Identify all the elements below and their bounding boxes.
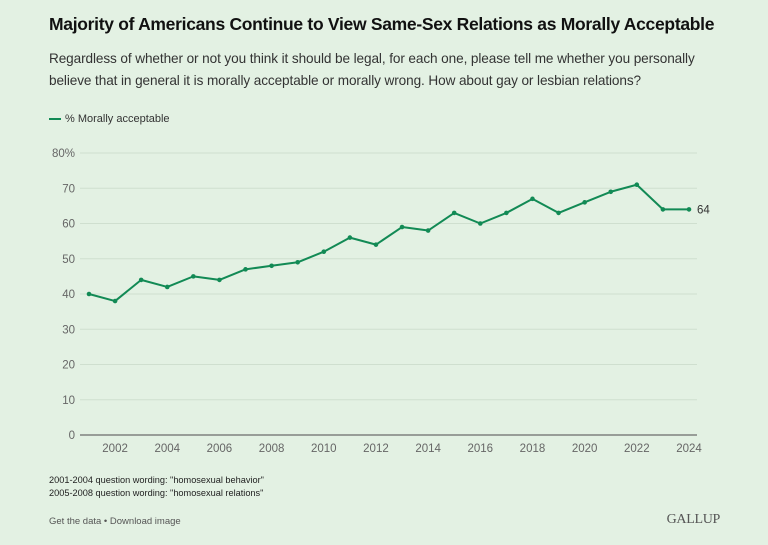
data-point [191,274,196,279]
data-point [217,277,222,283]
y-tick-label: 80% [52,148,75,160]
x-axis-ticks: 2002 2004 2006 2008 2010 2012 2014 2016 2018 2020… [102,443,702,455]
data-point [504,210,509,216]
y-axis-ticks: 0 10 20 30 40 50 60 70 80% [52,148,75,442]
footnotes: 2001-2004 question wording: "homosexual … [49,474,264,500]
y-tick-label: 60 [62,219,75,231]
y-tick-label: 70 [62,183,75,195]
data-point [556,210,561,216]
x-tick-label: 2022 [624,443,650,455]
x-tick-label: 2016 [468,443,494,455]
gridlines [80,152,697,401]
y-tick-label: 50 [62,254,75,266]
data-point [660,207,666,212]
footer-separator: • [101,516,110,527]
y-tick-label: 10 [62,395,75,407]
x-tick-label: 2012 [363,443,389,455]
y-tick-label: 40 [62,289,75,301]
data-point [86,291,92,297]
footnote-2: 2005-2008 question wording: "homosexual … [49,488,264,498]
x-tick-label: 2020 [572,443,598,455]
data-point [373,242,379,247]
y-tick-label: 0 [69,430,75,442]
data-point [686,207,692,212]
end-value-label: 64 [697,204,710,216]
footer-links: Get the data • Download image [49,516,181,527]
x-tick-label: 2008 [259,443,285,455]
gallup-logo: GALLUP [666,512,721,527]
x-tick-label: 2004 [154,443,180,455]
data-point [164,284,170,290]
data-point [347,235,353,240]
x-tick-label: 2018 [520,443,546,455]
data-point [399,224,405,230]
data-point [295,259,300,265]
footnote-1: 2001-2004 question wording: "homosexual … [49,475,264,485]
data-point [634,182,640,188]
data-points [86,182,692,304]
data-point [269,263,274,269]
data-point [530,196,535,202]
series-line-morally-acceptable [88,183,689,303]
x-tick-label: 2024 [676,443,702,455]
get-data-link[interactable]: Get the data [49,516,102,527]
y-tick-label: 20 [62,360,75,372]
data-point [112,298,118,304]
x-tick-label: 2002 [102,443,128,455]
legend: % Morally acceptable [49,113,170,125]
chart-subtitle: Regardless of whether or not you think i… [49,51,695,88]
download-image-link[interactable]: Download image [109,516,181,527]
x-tick-label: 2006 [207,443,233,455]
data-point [243,267,248,272]
legend-swatch [49,118,61,120]
y-tick-label: 30 [62,324,75,336]
data-point [321,249,327,254]
data-point [608,189,614,195]
x-tick-label: 2010 [311,443,337,455]
data-point [478,221,483,226]
data-point [451,210,457,216]
data-point [582,200,587,205]
legend-label: % Morally acceptable [65,113,170,125]
chart-title: Majority of Americans Continue to View S… [49,14,715,34]
x-tick-label: 2014 [415,443,441,455]
data-point [138,277,144,283]
data-point [425,228,431,233]
